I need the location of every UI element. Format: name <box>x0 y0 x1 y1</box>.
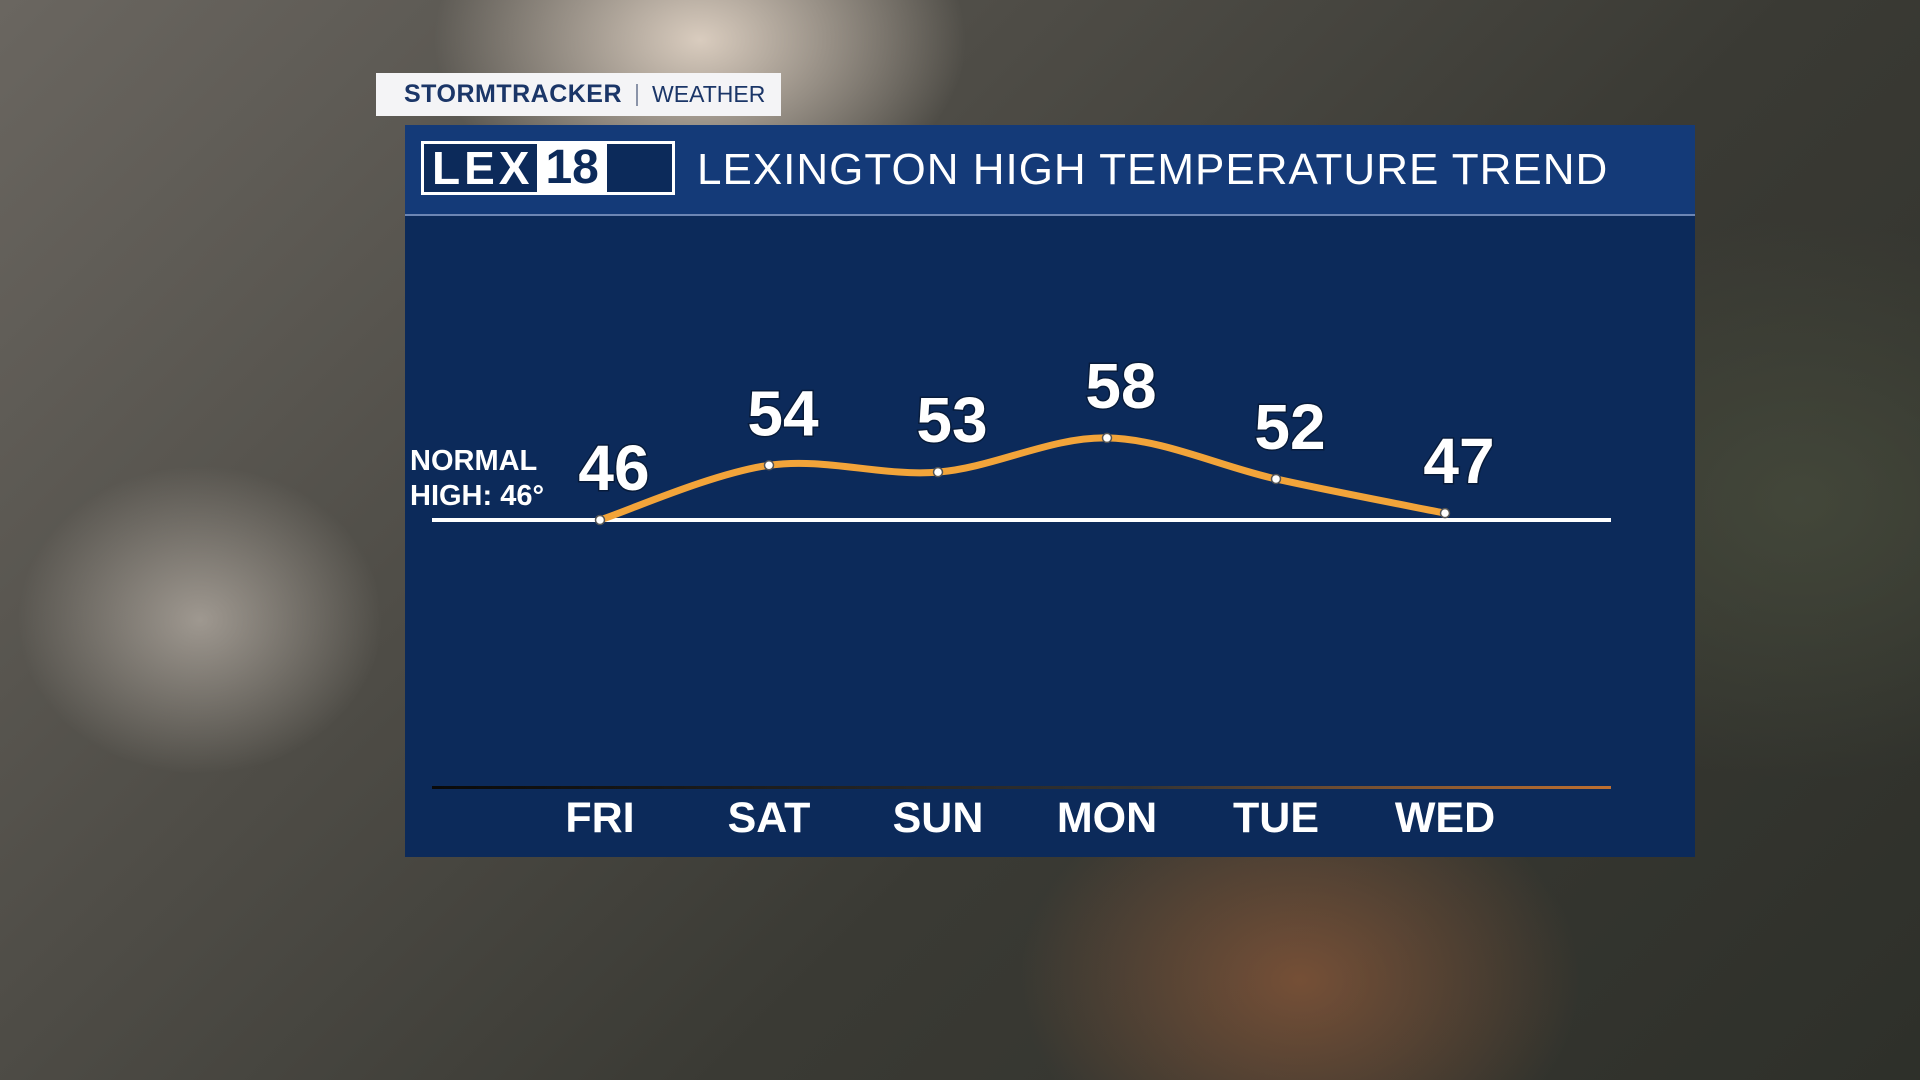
logo: LEX 18 <box>421 141 675 195</box>
logo-number: 18 <box>537 143 607 193</box>
point <box>1270 473 1282 485</box>
separator <box>636 83 639 106</box>
value-label: 52 <box>1254 391 1325 463</box>
normal-label: NORMAL HIGH: 46° <box>410 445 545 512</box>
section: WEATHER <box>652 81 766 107</box>
point <box>1101 432 1113 444</box>
value-label: 53 <box>916 384 987 456</box>
point <box>1439 507 1451 519</box>
trend-line <box>596 434 1449 524</box>
brand: STORMTRACKER <box>404 80 623 108</box>
chart-title: LEXINGTON HIGH TEMPERATURE TREND <box>697 145 1609 194</box>
x-tick-label: FRI <box>565 794 634 842</box>
separator <box>432 786 1611 789</box>
x-tick-label: WED <box>1395 794 1495 842</box>
panel: LEX 18 LEXINGTON HIGH TEMPERATURE TREND <box>405 125 1695 857</box>
brand-tab: STORMTRACKER WEATHER <box>376 73 781 116</box>
point <box>763 460 775 471</box>
value-label: 54 <box>747 377 819 449</box>
value-label: 46 <box>578 432 649 504</box>
x-tick-label: TUE <box>1233 794 1319 842</box>
logo-text: LEX <box>432 142 534 194</box>
point <box>932 466 944 478</box>
point <box>594 514 606 526</box>
value-label: 58 <box>1085 350 1156 422</box>
value-label: 47 <box>1423 425 1494 497</box>
x-tick-label: SAT <box>728 794 811 842</box>
header: LEX 18 LEXINGTON HIGH TEMPERATURE TREND <box>405 125 1695 216</box>
x-tick-label: MON <box>1057 794 1157 842</box>
x-tick-label: SUN <box>893 794 984 842</box>
